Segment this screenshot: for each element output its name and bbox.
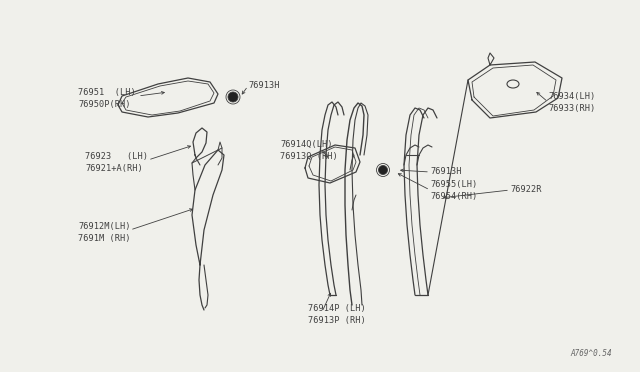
Text: 76933(RH): 76933(RH)	[548, 103, 595, 112]
Text: 76913H: 76913H	[248, 81, 280, 90]
Text: 76950P(RH): 76950P(RH)	[78, 99, 131, 109]
Text: 76914P (LH): 76914P (LH)	[308, 304, 365, 312]
Text: 76913P (RH): 76913P (RH)	[308, 315, 365, 324]
Text: 76914Q(LH): 76914Q(LH)	[280, 140, 333, 148]
Text: 76913H: 76913H	[430, 167, 461, 176]
Text: 76923   (LH): 76923 (LH)	[85, 151, 148, 160]
Text: 76912M(LH): 76912M(LH)	[78, 221, 131, 231]
Text: 76922R: 76922R	[510, 186, 541, 195]
Text: 76913Q (RH): 76913Q (RH)	[280, 151, 338, 160]
Ellipse shape	[228, 92, 238, 102]
Text: 76934(LH): 76934(LH)	[548, 92, 595, 100]
Text: 76954(RH): 76954(RH)	[430, 192, 477, 201]
Ellipse shape	[378, 166, 387, 174]
Text: 76955(LH): 76955(LH)	[430, 180, 477, 189]
Text: 76921+A(RH): 76921+A(RH)	[85, 164, 143, 173]
Text: 7691M (RH): 7691M (RH)	[78, 234, 131, 243]
Text: A769^0.54: A769^0.54	[570, 349, 612, 358]
Text: 76951  (LH): 76951 (LH)	[78, 87, 136, 96]
